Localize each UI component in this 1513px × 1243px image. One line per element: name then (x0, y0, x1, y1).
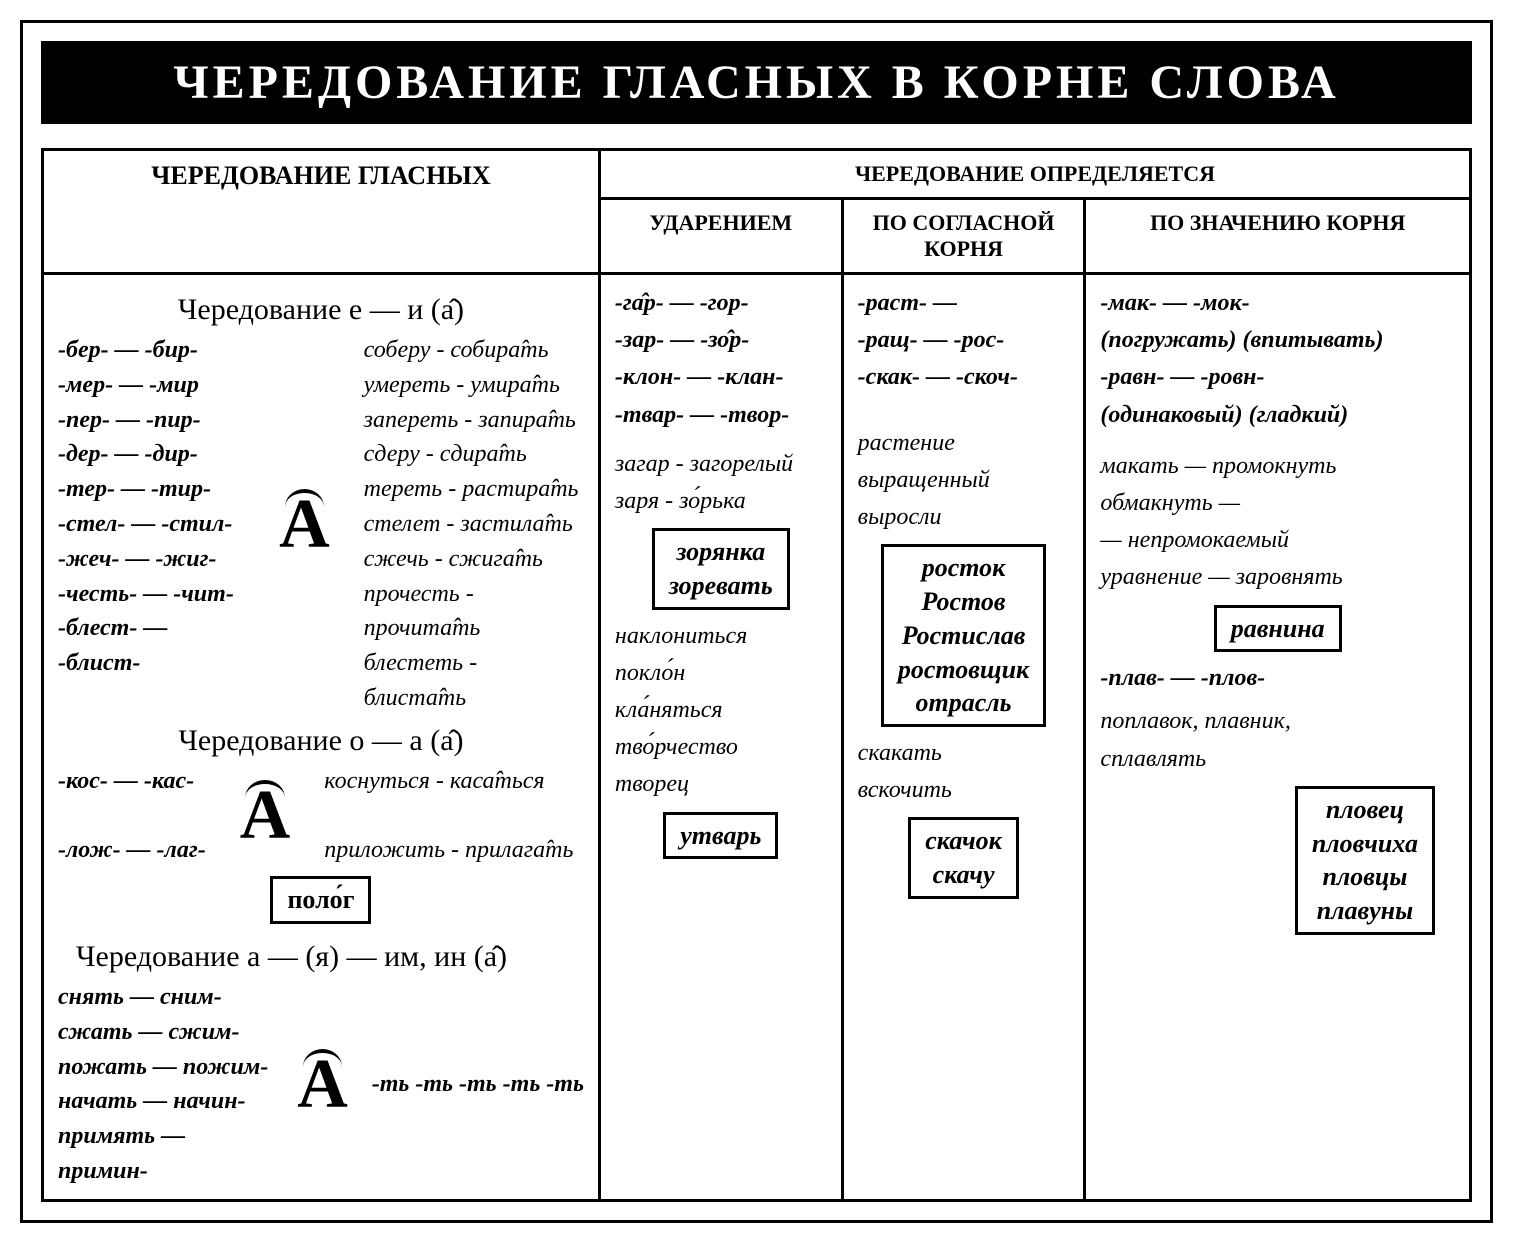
mean-roots1: -мак- — -мок- (погружать) (впитывать) -р… (1100, 285, 1455, 434)
stress-roots: -га̂р- — -гор- -зар- — -зо̂р- -клон- — -… (615, 285, 827, 434)
cons-roots: -раст- — -ращ- — -рос- -скак- — -скоч- (858, 285, 1070, 397)
sec3-suffix: -ть -ть -ть -ть -ть (372, 1067, 584, 1102)
sec2-box-wrap: поло́г (58, 868, 584, 932)
cell-meaning: -мак- — -мок- (погружать) (впитывать) -р… (1085, 274, 1471, 1201)
big-a-1: А (269, 493, 340, 556)
col-header-meaning: ПО ЗНАЧЕНИЮ КОРНЯ (1085, 199, 1471, 274)
cell-consonant: -раст- — -ращ- — -рос- -скак- — -скоч- р… (842, 274, 1085, 1201)
page-title: ЧЕРЕДОВАНИЕ ГЛАСНЫХ В КОРНЕ СЛОВА (41, 41, 1472, 124)
mean-box1: равнина (1214, 605, 1342, 653)
header-row-1: ЧЕРЕДОВАНИЕ ГЛАСНЫХ ЧЕРЕДОВАНИЕ ОПРЕДЕЛЯ… (43, 150, 1471, 199)
sec1-examples: соберу - собира̂ть умереть - умира̂ть за… (364, 333, 584, 716)
mean-roots2: -плав- — -плов- (1100, 660, 1455, 697)
stress-ex2: наклониться покло́н кла́няться тво́рчест… (615, 618, 827, 804)
col-header-group: ЧЕРЕДОВАНИЕ ОПРЕДЕЛЯЕТСЯ (599, 150, 1470, 199)
stress-box2: утварь (663, 812, 778, 860)
cons-box2: скачок скачу (908, 817, 1019, 899)
poster: ЧЕРЕДОВАНИЕ ГЛАСНЫХ В КОРНЕ СЛОВА ЧЕРЕДО… (20, 20, 1493, 1223)
content-row: Чередование e — и (а̂) -бер- — -бир- -ме… (43, 274, 1471, 1201)
mean-box2: пловец пловчиха пловцы плавуны (1295, 786, 1435, 935)
sec2-examples: коснуться - каса̂ться приложить - прилаг… (324, 764, 573, 868)
cell-stress: -га̂р- — -гор- -зар- — -зо̂р- -клон- — -… (599, 274, 842, 1201)
stress-box1: зорянка зоревать (652, 528, 790, 610)
cons-ex1: растение выращенный выросли (858, 425, 1070, 537)
sec3-roots: снять — сним- сжать — сжим- пожать — пож… (58, 980, 273, 1189)
big-a-3: А (287, 1053, 358, 1116)
cons-ex2: скакать вскочить (858, 735, 1070, 809)
col-header-stress: УДАРЕНИЕМ (599, 199, 842, 274)
stress-ex1: загар - загорелый заря - зо́рька (615, 446, 827, 520)
mean-ex1: макать — промокнуть обмакнуть — — непром… (1100, 448, 1455, 597)
sec1-roots: -бер- — -бир- -мер- — -мир -пер- — -пир-… (58, 333, 245, 716)
sec2-title: Чередование о — а (а̂) (58, 724, 584, 758)
sec1-body: -бер- — -бир- -мер- — -мир -пер- — -пир-… (58, 333, 584, 716)
sec2-roots: -кос- — -кас- -лож- — -лаг- (58, 764, 206, 868)
sec2-body: -кос- — -кас- -лож- — -лаг- А коснуться … (58, 764, 584, 868)
col-header-alternation: ЧЕРЕДОВАНИЕ ГЛАСНЫХ (43, 150, 600, 274)
sec3-body: снять — сним- сжать — сжим- пожать — пож… (58, 980, 584, 1189)
big-a-2: А (230, 784, 301, 847)
mean-ex2: поплавок, плавник, сплавлять (1100, 703, 1455, 777)
main-table: ЧЕРЕДОВАНИЕ ГЛАСНЫХ ЧЕРЕДОВАНИЕ ОПРЕДЕЛЯ… (41, 148, 1472, 1202)
cons-box1: росток Ростов Ростислав ростовщик отрасл… (881, 544, 1046, 727)
sec1-title: Чередование e — и (а̂) (58, 293, 584, 327)
cell-alternation: Чередование e — и (а̂) -бер- — -бир- -ме… (43, 274, 600, 1201)
col-header-consonant: ПО СОГЛАСНОЙ КОРНЯ (842, 199, 1085, 274)
sec3-title: Чередование а — (я) — им, ин (а̂) (58, 940, 584, 974)
sec2-exception: поло́г (270, 876, 371, 924)
